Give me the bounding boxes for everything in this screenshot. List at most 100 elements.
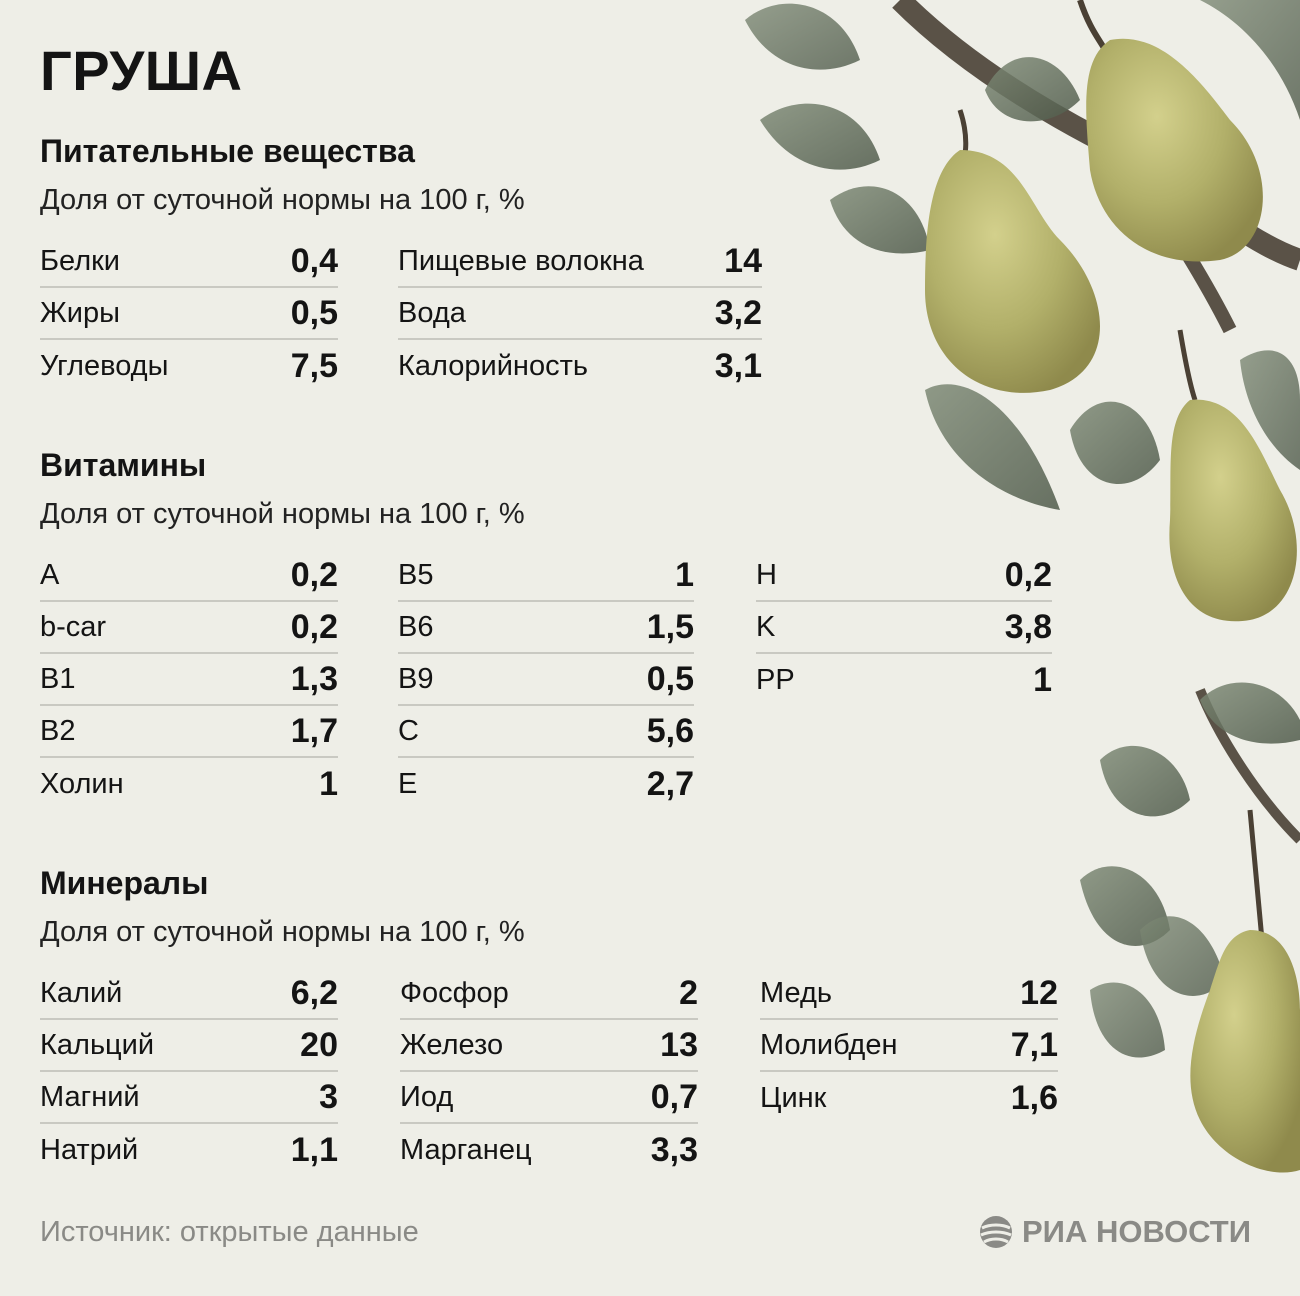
- vitamin-value: 1: [319, 764, 338, 803]
- nutrient-value: 0,4: [290, 241, 338, 280]
- vitamin-name: b-car: [40, 610, 107, 643]
- nutrient-value: 0,5: [290, 293, 338, 332]
- vitamin-name: B5: [398, 558, 434, 591]
- table-row: Белки 0,4: [40, 236, 338, 288]
- vitamin-value: 1,5: [646, 607, 694, 646]
- table-row: B1 1,3: [40, 654, 338, 706]
- table-row: A 0,2: [40, 550, 338, 602]
- mineral-name: Магний: [40, 1080, 140, 1113]
- table-row: Медь 12: [760, 968, 1058, 1020]
- table-row: H 0,2: [756, 550, 1052, 602]
- table-row: E 2,7: [398, 758, 694, 810]
- vitamin-value: 2,7: [646, 764, 694, 803]
- vitamin-name: K: [756, 610, 776, 643]
- mineral-value: 6,2: [290, 973, 338, 1012]
- vitamin-value: 0,2: [290, 607, 338, 646]
- nutrient-name: Углеводы: [40, 349, 169, 382]
- table-row: Фосфор 2: [400, 968, 698, 1020]
- mineral-value: 3: [319, 1077, 338, 1116]
- nutrient-name: Пищевые волокна: [398, 244, 644, 277]
- vitamin-value: 3,8: [1004, 607, 1052, 646]
- mineral-name: Натрий: [40, 1133, 139, 1166]
- table-row: C 5,6: [398, 706, 694, 758]
- nutrient-value: 3,1: [714, 346, 762, 385]
- table-row: Марганец 3,3: [400, 1124, 698, 1176]
- mineral-name: Калий: [40, 976, 123, 1009]
- mineral-value: 20: [300, 1025, 338, 1064]
- mineral-name: Иод: [400, 1080, 454, 1113]
- mineral-name: Цинк: [760, 1081, 827, 1114]
- nutrients-section-title: Питательные вещества: [40, 133, 415, 169]
- vitamin-name: B2: [40, 714, 76, 747]
- vitamin-value: 0,5: [646, 659, 694, 698]
- nutrient-value: 3,2: [714, 293, 762, 332]
- table-row: B9 0,5: [398, 654, 694, 706]
- mineral-name: Марганец: [400, 1133, 532, 1166]
- table-row: Иод 0,7: [400, 1072, 698, 1124]
- table-row: b-car 0,2: [40, 602, 338, 654]
- nutrients-column-1: Белки 0,4 Жиры 0,5 Углеводы 7,5: [40, 236, 338, 392]
- ria-novosti-logo: РИА НОВОСТИ: [978, 1214, 1251, 1250]
- nutrient-name: Калорийность: [398, 349, 588, 382]
- vitamin-value: 1: [1033, 660, 1052, 699]
- vitamin-value: 0,2: [290, 555, 338, 594]
- table-row: Железо 13: [400, 1020, 698, 1072]
- nutrient-value: 14: [724, 241, 762, 280]
- mineral-name: Железо: [400, 1028, 504, 1061]
- nutrient-name: Вода: [398, 296, 466, 329]
- page-title: ГРУША: [40, 39, 243, 102]
- vitamin-name: PP: [756, 663, 795, 696]
- table-row: B5 1: [398, 550, 694, 602]
- table-row: Магний 3: [40, 1072, 338, 1124]
- table-row: PP 1: [756, 654, 1052, 706]
- vitamin-name: A: [40, 558, 60, 591]
- mineral-value: 0,7: [650, 1077, 698, 1116]
- table-row: Пищевые волокна 14: [398, 236, 762, 288]
- table-row: B6 1,5: [398, 602, 694, 654]
- minerals-section-title: Минералы: [40, 865, 209, 901]
- nutrients-section-subtitle: Доля от суточной нормы на 100 г, %: [40, 184, 525, 216]
- vitamin-name: E: [398, 767, 418, 800]
- table-row: Калий 6,2: [40, 968, 338, 1020]
- minerals-column-1: Калий 6,2 Кальций 20 Магний 3 Натрий 1,1: [40, 968, 338, 1176]
- table-row: Кальций 20: [40, 1020, 338, 1072]
- minerals-column-3: Медь 12 Молибден 7,1 Цинк 1,6: [760, 968, 1058, 1124]
- minerals-section-subtitle: Доля от суточной нормы на 100 г, %: [40, 916, 525, 948]
- mineral-value: 2: [679, 973, 698, 1012]
- nutrient-value: 7,5: [290, 346, 338, 385]
- vitamins-column-2: B5 1 B6 1,5 B9 0,5 C 5,6 E 2,7: [398, 550, 694, 810]
- mineral-value: 7,1: [1010, 1025, 1058, 1064]
- table-row: Молибден 7,1: [760, 1020, 1058, 1072]
- nutrient-name: Белки: [40, 244, 121, 277]
- vitamin-name: Холин: [40, 767, 124, 800]
- globe-icon: [980, 1216, 1012, 1248]
- vitamin-value: 1: [675, 555, 694, 594]
- table-row: Натрий 1,1: [40, 1124, 338, 1176]
- mineral-name: Фосфор: [400, 976, 509, 1009]
- mineral-value: 3,3: [650, 1130, 698, 1169]
- vitamin-name: B1: [40, 662, 76, 695]
- table-row: Жиры 0,5: [40, 288, 338, 340]
- mineral-name: Кальций: [40, 1028, 155, 1061]
- vitamin-name: C: [398, 714, 419, 747]
- table-row: B2 1,7: [40, 706, 338, 758]
- table-row: Калорийность 3,1: [398, 340, 762, 392]
- table-row: Углеводы 7,5: [40, 340, 338, 392]
- mineral-name: Молибден: [760, 1028, 898, 1061]
- vitamin-value: 5,6: [646, 711, 694, 750]
- source-note: Источник: открытые данные: [40, 1216, 419, 1248]
- vitamin-value: 1,7: [290, 711, 338, 750]
- vitamin-name: B9: [398, 662, 434, 695]
- vitamins-section-subtitle: Доля от суточной нормы на 100 г, %: [40, 498, 525, 530]
- vitamins-column-3: H 0,2 K 3,8 PP 1: [756, 550, 1052, 706]
- vitamin-name: H: [756, 558, 777, 591]
- vitamin-name: B6: [398, 610, 434, 643]
- vitamin-value: 0,2: [1004, 555, 1052, 594]
- nutrients-column-2: Пищевые волокна 14 Вода 3,2 Калорийность 3,…: [398, 236, 762, 392]
- vitamin-value: 1,3: [290, 659, 338, 698]
- mineral-value: 12: [1020, 973, 1058, 1012]
- mineral-name: Медь: [760, 976, 833, 1009]
- mineral-value: 1,1: [290, 1130, 338, 1169]
- mineral-value: 13: [660, 1025, 698, 1064]
- mineral-value: 1,6: [1010, 1078, 1058, 1117]
